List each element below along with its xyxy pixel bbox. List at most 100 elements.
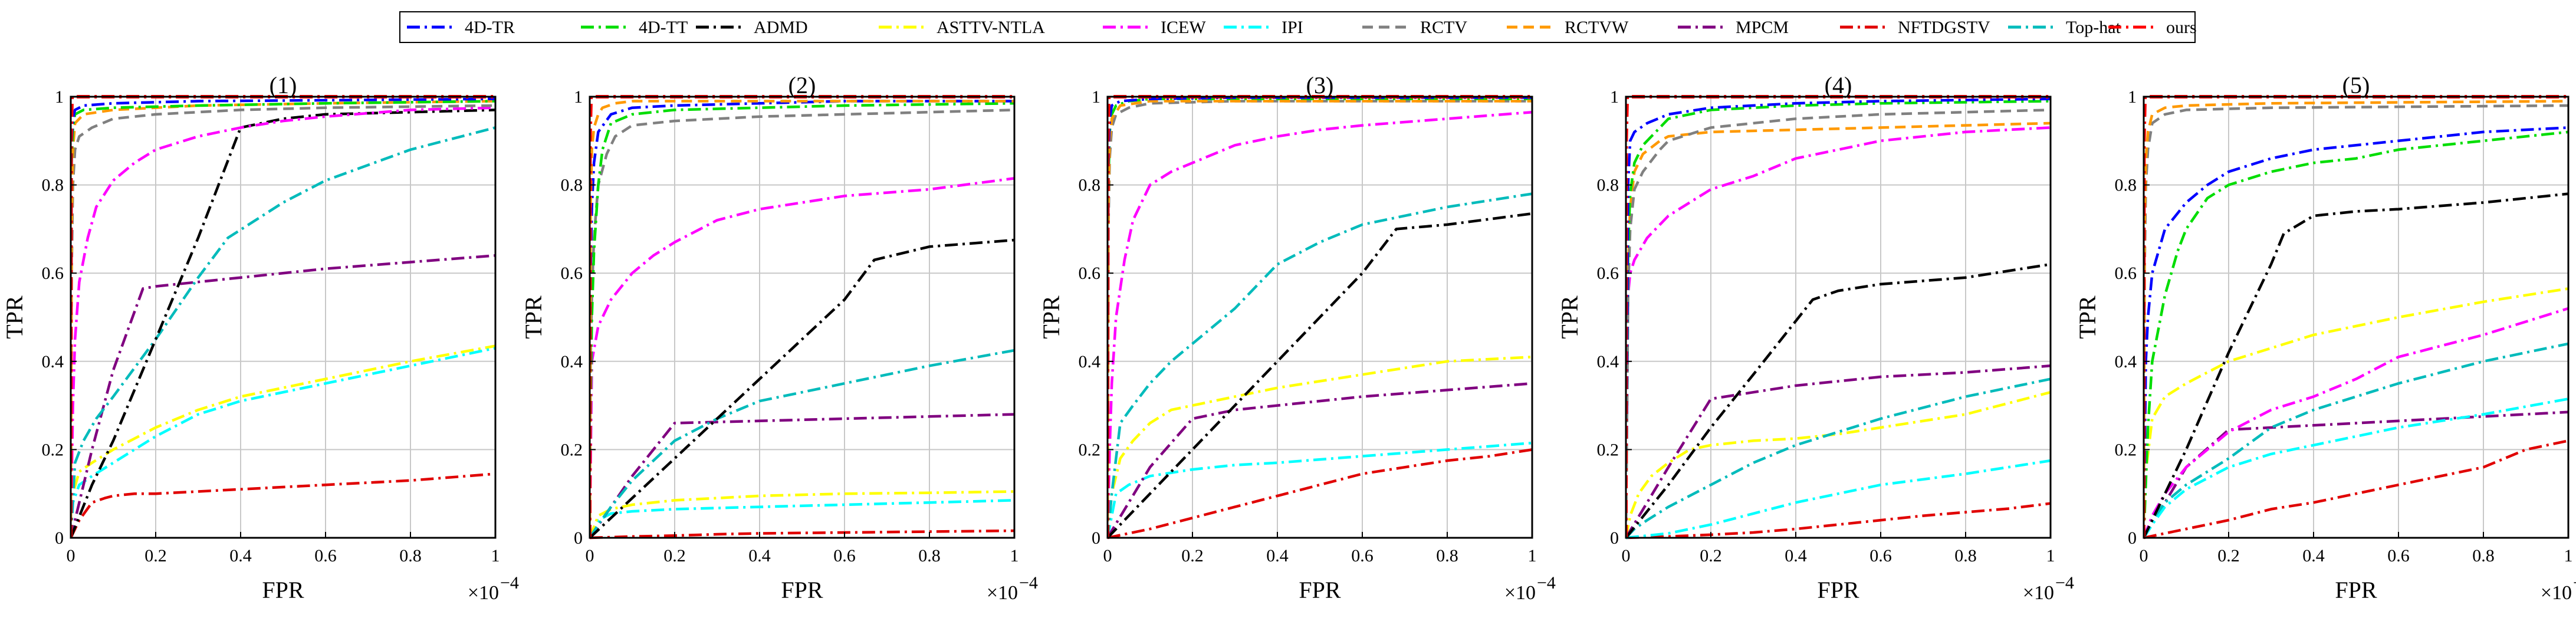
legend-item-4d-tr: 4D-TR [407,18,515,37]
series-line-rctv [1108,100,1532,538]
y-tick-label: 1 [1610,87,1619,107]
series-line-asttv-ntla [1626,391,2051,538]
y-tick-label: 0.6 [561,264,583,283]
x-axis-multiplier: ×10 [2541,582,2572,604]
series-line-icew [71,106,496,538]
x-tick-label: 0.4 [2302,546,2325,566]
x-tick-label: 1 [2046,546,2055,566]
series-line-4d-tr [2144,126,2569,538]
axes-frame [1625,96,2052,539]
series-line-ipi [1626,459,2051,540]
series-line-ipi [590,499,1015,538]
axes-frame [589,96,1016,539]
x-axis-exponent: −4 [2573,573,2576,593]
legend-label: 4D-TR [465,18,515,37]
panel-2: 0 0.2 0.4 0.6 0.8 1 0 0.2 0.4 0.6 0.8 1 (2) FPR TPR ×10… [520,72,1038,604]
series-line-mpcm [1108,382,1533,539]
x-tick-label: 0.2 [144,546,167,566]
series-line-4d-tt [1626,100,2051,538]
x-tick-label: 1 [491,546,500,566]
series-line-rctvw [1626,121,2051,538]
series-line-nftdgstv [2144,439,2569,540]
panel-5: 0 0.2 0.4 0.6 0.8 1 0 0.2 0.4 0.6 0.8 1 (5) FPR TPR ×10… [2074,72,2576,604]
panel-title: (3) [1306,72,1334,98]
series-line-asttv-ntla [2144,287,2569,538]
y-tick-label: 0 [2128,528,2137,548]
x-tick-label: 1 [2564,546,2573,566]
y-tick-label: 0.4 [1079,352,1101,372]
series-line-asttv-ntla [590,490,1015,538]
series-line-top-hat [2144,342,2569,538]
y-tick-label: 0.2 [561,440,583,459]
x-axis-exponent: −4 [1019,573,1038,593]
x-tick-label: 0.2 [1181,546,1204,566]
y-tick-label: 0.8 [42,176,64,195]
y-tick-label: 0.6 [42,264,64,283]
x-tick-label: 0.4 [1266,546,1289,566]
series-line-4d-tr [1626,97,2051,538]
x-tick-label: 0.8 [918,546,941,566]
series-line-icew [590,177,1015,538]
series-line-rctv [590,109,1015,538]
x-axis-label: FPR [2335,577,2377,603]
y-tick-label: 0.8 [2115,176,2137,195]
y-tick-label: 0.6 [2115,264,2137,283]
legend-item-nftdgstv: NFTDGSTV [1840,18,1990,37]
legend-item-ours: ours [2108,18,2197,37]
legend-item-rctv: RCTV [1362,18,1467,37]
y-tick-label: 0 [1610,528,1619,548]
panel-title: (2) [788,72,816,98]
plot-area [2144,97,2568,538]
y-tick-label: 0.4 [561,352,583,372]
plot-area [590,97,1014,538]
series-line-icew [1626,126,2051,538]
y-tick-label: 0.6 [1079,264,1101,283]
legend-item-mpcm: MPCM [1678,18,1789,37]
x-tick-label: 0 [1622,546,1631,566]
legend-label: IPI [1282,18,1303,37]
x-axis-multiplier: ×10 [468,582,499,604]
series-line-nftdgstv [1626,502,2051,540]
series-line-rctvw [71,100,496,538]
series-line-top-hat [71,126,496,538]
panel-3: 0 0.2 0.4 0.6 0.8 1 0 0.2 0.4 0.6 0.8 1 (3) FPR TPR ×10… [1038,72,1556,604]
x-axis-exponent: −4 [2055,573,2074,593]
y-tick-label: 0.2 [1597,440,1619,459]
y-tick-label: 0 [1092,528,1100,548]
legend-label: ICEW [1161,18,1206,37]
legend-item-admd: ADMD [696,18,808,37]
series-line-ipi [71,347,496,538]
axes-frame [1106,96,1533,539]
x-tick-label: 1 [1010,546,1019,566]
x-tick-label: 0 [2140,546,2148,566]
series-line-asttv-ntla [1108,356,1533,538]
y-axis-label: TPR [520,295,547,339]
panel-title: (4) [1825,72,1852,98]
x-axis-multiplier: ×10 [1504,582,1536,604]
x-tick-label: 0.6 [1351,546,1374,566]
series-line-admd [590,238,1015,539]
x-tick-label: 0.8 [2472,546,2495,566]
y-tick-label: 1 [574,87,583,107]
legend-label: MPCM [1736,18,1789,37]
x-tick-label: 0 [586,546,594,566]
x-tick-label: 0 [67,546,75,566]
x-tick-label: 0.6 [833,546,856,566]
plot-area [1626,97,2051,538]
y-tick-label: 1 [1092,87,1100,107]
x-tick-label: 0.8 [1436,546,1458,566]
plot-area [71,97,495,538]
y-tick-label: 0.4 [42,352,64,372]
x-tick-label: 0.2 [1700,546,1722,566]
x-axis-exponent: −4 [1537,573,1556,593]
x-tick-label: 0.4 [229,546,252,566]
y-tick-label: 0.8 [1079,176,1101,195]
x-axis-multiplier: ×10 [2023,582,2054,604]
series-line-rctv [2144,104,2569,538]
series-line-rctvw [1108,100,1532,538]
y-tick-label: 0.8 [561,176,583,195]
y-axis-label: TPR [2074,295,2101,339]
series-line-admd [71,109,496,538]
x-tick-label: 0.4 [748,546,771,566]
